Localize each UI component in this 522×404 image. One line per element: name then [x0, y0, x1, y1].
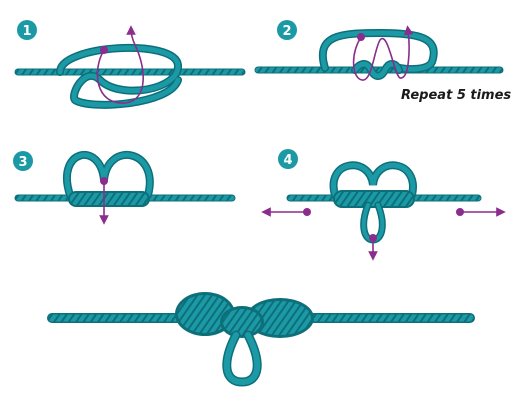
step-3-guide-path — [99, 177, 109, 225]
step-2-guide-path — [352, 25, 414, 81]
step-2-badge: 2 — [277, 20, 297, 40]
step-2: 2 Repeat 5 times — [254, 20, 511, 103]
step-3-badge: 3 — [13, 151, 33, 171]
step-2-rope — [254, 28, 504, 80]
step-1-number: 1 — [22, 24, 31, 39]
step-1-guide-path — [96, 25, 144, 104]
finished-knot — [47, 292, 475, 387]
repeat-note: Repeat 5 times — [401, 88, 511, 103]
step-4-badge: 4 — [278, 149, 298, 169]
step-3-number: 3 — [18, 155, 27, 170]
step-4: 4 — [261, 149, 506, 261]
step-1: 1 — [14, 20, 246, 109]
step-4-guide-arrows — [261, 207, 506, 261]
step-4-number: 4 — [283, 153, 292, 168]
step-4-rope — [286, 161, 482, 244]
step-1-badge: 1 — [17, 20, 37, 40]
step-2-number: 2 — [282, 24, 291, 39]
step-3: 3 — [13, 150, 236, 225]
step-1-rope — [14, 43, 246, 109]
step-3-rope — [14, 150, 236, 207]
